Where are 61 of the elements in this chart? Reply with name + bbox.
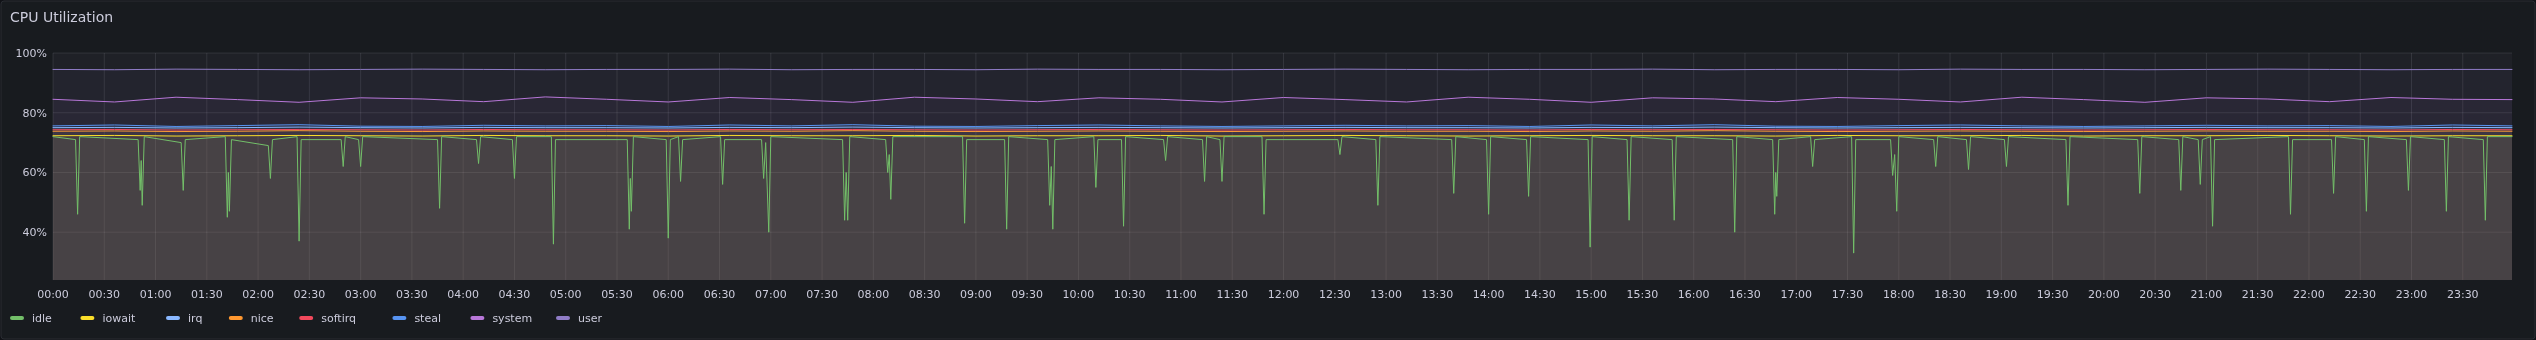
x-tick-label: 15:30 (1626, 288, 1659, 301)
legend-label: nice (250, 311, 274, 325)
legend-label: irq (188, 311, 203, 325)
x-tick-label: 05:00 (549, 288, 582, 301)
x-tick-label: 19:30 (2036, 288, 2069, 301)
x-tick-label: 11:00 (1165, 288, 1197, 301)
legend-label: user (578, 311, 603, 325)
x-tick-label: 01:30 (190, 288, 223, 301)
x-tick-label: 08:30 (908, 288, 941, 301)
y-tick-label: 100% (15, 46, 47, 60)
x-tick-label: 01:00 (139, 288, 172, 301)
x-tick-label: 12:30 (1318, 288, 1351, 301)
legend-label: system (492, 311, 533, 325)
x-tick-label: 06:30 (703, 288, 736, 301)
x-tick-label: 23:00 (2395, 288, 2428, 301)
x-tick-label: 13:00 (1370, 288, 1402, 301)
x-tick-label: 05:30 (601, 288, 633, 301)
x-tick-label: 03:30 (396, 288, 428, 301)
x-tick-label: 04:30 (498, 288, 531, 301)
x-tick-label: 14:00 (1472, 288, 1505, 301)
x-tick-label: 17:00 (1780, 288, 1813, 301)
legend-label: softirq (321, 311, 357, 325)
x-tick-label: 20:00 (2088, 288, 2120, 301)
x-tick-label: 13:30 (1421, 288, 1454, 301)
x-tick-label: 00:30 (88, 288, 121, 301)
x-tick-label: 16:30 (1729, 288, 1761, 301)
legend-label: steal (414, 311, 442, 325)
x-tick-label: 18:00 (1882, 288, 1915, 301)
x-tick-label: 02:30 (293, 288, 326, 301)
y-tick-label: 60% (22, 166, 47, 180)
x-tick-label: 17:30 (1831, 288, 1864, 301)
x-tick-label: 23:30 (2446, 288, 2479, 301)
x-tick-label: 15:00 (1575, 288, 1608, 301)
x-tick-label: 11:30 (1216, 288, 1249, 301)
x-tick-label: 09:30 (1011, 288, 1044, 301)
x-tick-label: 08:00 (857, 288, 890, 301)
x-tick-label: 22:30 (2344, 288, 2377, 301)
chart-title: CPU Utilization (10, 9, 114, 25)
x-tick-label: 21:00 (2190, 288, 2223, 301)
x-tick-label: 12:00 (1267, 288, 1300, 301)
x-tick-label: 19:00 (1985, 288, 2018, 301)
x-tick-label: 00:00 (37, 288, 69, 301)
x-tick-label: 18:30 (1934, 288, 1966, 301)
x-tick-label: 03:00 (344, 288, 377, 301)
x-tick-label: 21:30 (2241, 288, 2274, 301)
x-tick-label: 22:00 (2293, 288, 2325, 301)
y-tick-label: 80% (22, 106, 47, 120)
x-tick-label: 14:30 (1524, 288, 1556, 301)
x-tick-label: 06:00 (652, 288, 685, 301)
legend-label: idle (32, 311, 53, 325)
x-tick-label: 09:00 (960, 288, 992, 301)
x-tick-label: 07:30 (806, 288, 838, 301)
x-tick-label: 10:30 (1113, 288, 1146, 301)
legend-label: iowait (102, 311, 136, 325)
x-tick-label: 16:00 (1677, 288, 1710, 301)
x-tick-label: 20:30 (2139, 288, 2171, 301)
x-tick-label: 10:00 (1062, 288, 1095, 301)
y-tick-label: 40% (22, 226, 47, 240)
x-tick-label: 04:00 (447, 288, 480, 301)
x-tick-label: 02:00 (242, 288, 274, 301)
x-tick-label: 07:00 (754, 288, 787, 301)
